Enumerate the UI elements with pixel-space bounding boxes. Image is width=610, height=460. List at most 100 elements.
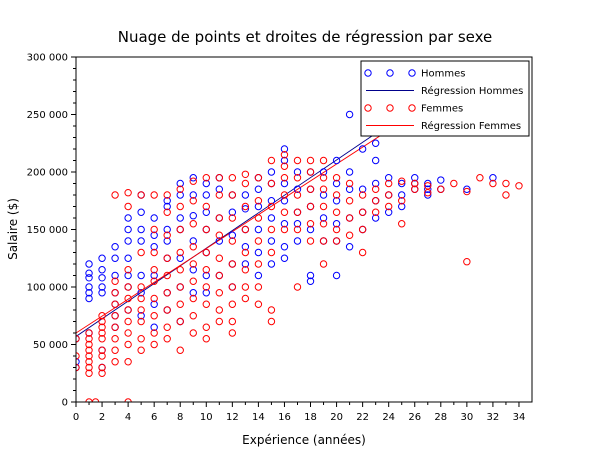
x-tick-label: 18 [304,412,317,423]
data-point [280,162,289,170]
data-point [98,323,106,331]
data-point [215,306,224,314]
data-point [124,189,132,197]
data-point [176,254,184,262]
data-point [228,214,237,222]
x-tick-label: 0 [73,412,79,423]
data-point [215,185,224,193]
data-point [150,312,158,320]
data-point [137,225,145,234]
data-point [398,179,406,188]
data-point [293,156,302,165]
data-point [137,346,145,354]
data-point [319,220,328,228]
data-point [345,110,354,119]
data-point [424,179,432,188]
x-tick-label: 24 [382,412,395,423]
data-point [202,225,210,234]
data-point [98,346,106,354]
data-point [280,225,289,234]
data-point [228,260,237,268]
data-point [202,335,210,343]
data-point [358,208,367,216]
data-point [215,254,224,262]
data-point [267,225,276,234]
data-point [319,260,328,268]
regression-line [76,119,396,337]
data-point [254,202,263,211]
data-point [254,283,263,291]
data-point [241,283,250,291]
data-point [111,289,119,297]
data-point [398,202,406,211]
x-tick-label: 28 [434,412,447,423]
data-point [124,329,132,337]
data-point [332,174,341,182]
data-point [280,151,289,159]
data-point [150,323,158,331]
data-point [241,225,250,234]
x-tick-label: 4 [125,412,131,423]
data-point [398,177,406,185]
data-point [111,358,119,366]
data-point [124,271,132,280]
data-point [345,179,354,188]
data-point [411,179,419,188]
data-point [150,214,158,222]
data-point [98,266,106,274]
data-point [306,271,315,280]
data-point [163,271,171,280]
data-point [176,266,184,274]
data-point [98,289,106,297]
x-tick-label: 32 [487,412,500,423]
x-tick-label: 8 [177,412,183,423]
data-point [319,191,328,199]
regression-line [76,125,396,334]
data-point [176,317,184,326]
legend-box [360,60,530,137]
data-point [306,277,315,285]
data-point [163,323,171,331]
data-point [254,300,263,308]
y-tick-label: 150 000 [27,225,68,236]
data-point [424,191,432,199]
data-point [280,208,289,216]
data-point [411,185,419,193]
data-point [345,197,354,205]
data-point [137,294,145,303]
data-point [228,283,237,291]
data-point [189,294,197,303]
x-tick-label: 20 [330,412,343,423]
data-point [202,202,210,211]
data-point [150,294,158,303]
data-point [163,191,171,199]
data-point [176,300,184,308]
data-point [85,329,93,337]
data-point [332,220,341,228]
data-point [241,266,250,274]
data-point [319,168,328,176]
data-point [306,225,315,234]
data-point [293,191,302,199]
data-point [267,179,276,188]
legend-label: Régression Hommes [421,85,523,97]
data-point [437,176,445,184]
data-point [98,369,106,377]
data-point [254,271,263,280]
data-point [85,274,93,282]
data-point [241,179,250,188]
data-point [202,248,210,257]
x-tick-label: 16 [278,412,291,423]
data-point [267,202,276,211]
data-point [332,179,341,188]
data-point [137,335,145,343]
data-point [332,237,341,245]
data-point [384,202,393,211]
data-point [124,294,132,303]
data-point [280,179,289,188]
data-point [241,191,250,199]
data-point [384,208,393,216]
data-point [345,168,354,176]
data-point [280,197,289,205]
data-point [293,220,302,228]
